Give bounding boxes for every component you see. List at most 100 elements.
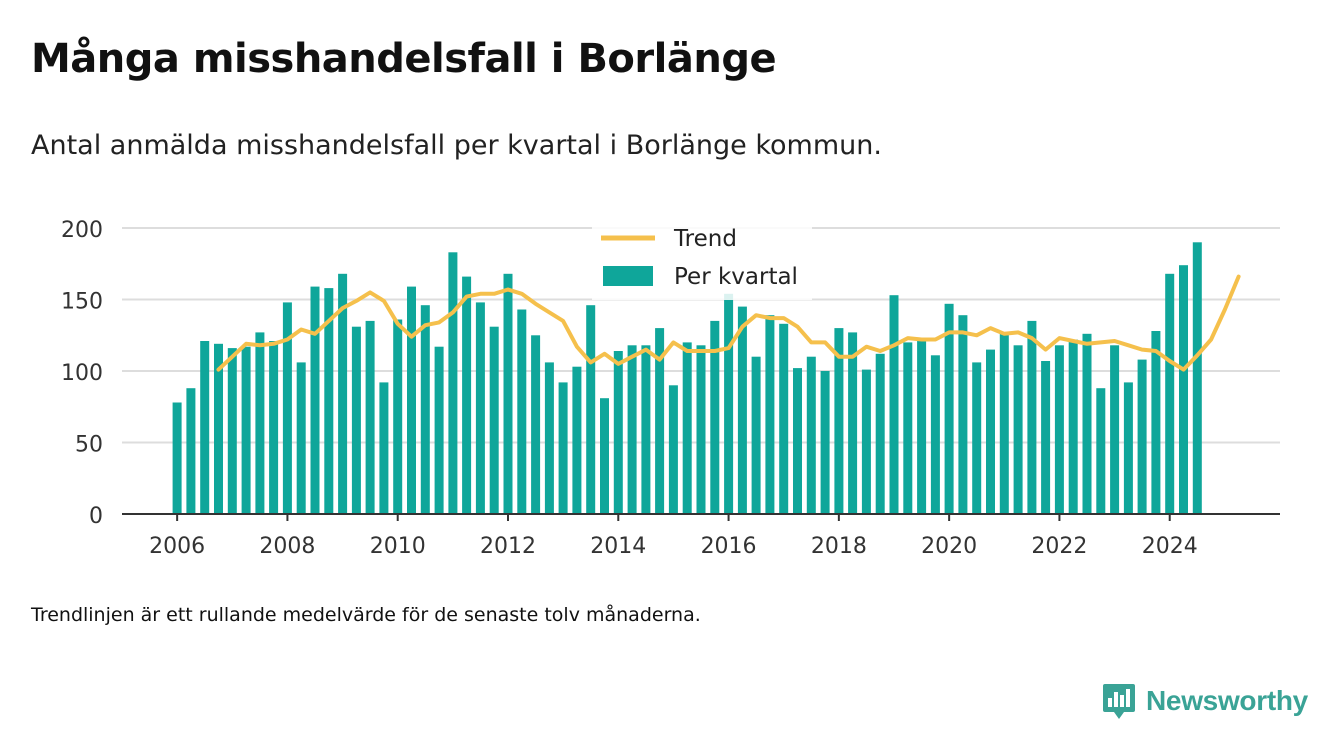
bar xyxy=(1192,242,1202,515)
bar xyxy=(365,320,375,514)
bar xyxy=(407,286,416,514)
bar xyxy=(420,305,430,514)
bar xyxy=(875,353,885,514)
bar xyxy=(1054,345,1064,514)
newsworthy-logo-icon xyxy=(1103,684,1135,719)
x-tick-label-2018: 2018 xyxy=(811,534,867,559)
bar xyxy=(1110,345,1120,514)
bar xyxy=(558,382,568,514)
bar xyxy=(462,276,472,514)
bar xyxy=(848,332,858,514)
bar xyxy=(586,305,596,514)
y-tick-label-150: 150 xyxy=(61,290,103,315)
bar xyxy=(544,362,554,514)
bar xyxy=(282,302,292,514)
bar xyxy=(1165,273,1175,514)
bar xyxy=(889,295,899,514)
bar xyxy=(1123,382,1133,514)
bar xyxy=(682,342,692,514)
bar xyxy=(351,326,361,514)
bar xyxy=(861,369,871,514)
bar xyxy=(1013,345,1023,514)
bar xyxy=(668,385,678,514)
bar xyxy=(737,306,747,514)
y-tick-label-0: 0 xyxy=(89,504,103,529)
bar xyxy=(324,288,334,514)
legend-trend-label: Trend xyxy=(673,226,737,252)
bar xyxy=(255,332,265,514)
bar xyxy=(572,366,582,514)
bar xyxy=(517,309,527,514)
bar xyxy=(627,345,637,514)
bar xyxy=(379,382,389,514)
bar xyxy=(269,341,279,514)
bar xyxy=(917,339,927,514)
bar xyxy=(1151,331,1161,514)
bar xyxy=(172,402,182,514)
bar xyxy=(1096,388,1106,514)
y-tick-label-200: 200 xyxy=(61,218,103,243)
bar xyxy=(806,356,816,514)
bar xyxy=(1068,339,1078,514)
bar xyxy=(448,252,458,515)
axes: 0 50 100 150 200 2006 2008 2010 2012 2014 2016 2018… xyxy=(61,218,1280,559)
bar xyxy=(958,315,968,514)
bar xyxy=(999,333,1009,514)
y-tick-label-100: 100 xyxy=(61,361,103,386)
bar xyxy=(972,362,982,514)
bars xyxy=(172,242,1202,515)
bar xyxy=(613,351,623,514)
bar xyxy=(186,388,196,514)
bar-line-chart: 0 50 100 150 200 2006 2008 2010 2012 2014 2016 2018… xyxy=(61,218,1280,559)
newsworthy-logo[interactable]: Newsworthy xyxy=(1102,682,1308,720)
bar xyxy=(930,355,940,514)
bar xyxy=(1041,361,1051,514)
brand-name: Newsworthy xyxy=(1146,685,1308,716)
bar xyxy=(241,346,251,514)
bar xyxy=(531,335,541,515)
bar xyxy=(296,362,306,514)
bar xyxy=(655,328,665,514)
bar xyxy=(1082,333,1092,514)
legend: Trend Per kvartal xyxy=(592,218,812,300)
x-tick-label-2020: 2020 xyxy=(921,534,977,559)
bar xyxy=(489,326,499,514)
bar xyxy=(1027,320,1037,514)
x-tick-label-2014: 2014 xyxy=(590,534,646,559)
y-tick-label-50: 50 xyxy=(75,433,103,458)
bar xyxy=(903,342,913,514)
bar xyxy=(214,343,223,514)
footnote: Trendlinjen är ett rullande medelvärde f… xyxy=(31,604,701,626)
legend-bar-label: Per kvartal xyxy=(674,264,798,290)
x-tick-label-2024: 2024 xyxy=(1142,534,1198,559)
bar xyxy=(338,273,348,514)
legend-background xyxy=(592,218,812,300)
x-tick-label-2008: 2008 xyxy=(259,534,315,559)
bar xyxy=(434,346,444,514)
bar xyxy=(600,398,609,514)
bar xyxy=(475,302,485,514)
bar xyxy=(227,348,237,514)
bar xyxy=(503,273,513,514)
bar xyxy=(834,328,844,514)
x-tick-label-2022: 2022 xyxy=(1031,534,1087,559)
bar xyxy=(944,303,954,514)
bar xyxy=(1137,359,1147,514)
bar xyxy=(765,315,775,514)
bar xyxy=(724,293,734,514)
bar xyxy=(1179,265,1188,514)
bar xyxy=(310,286,320,514)
bar xyxy=(751,356,761,514)
trend-line xyxy=(216,274,1241,372)
bar xyxy=(779,323,789,514)
chart-title: Många misshandelsfall i Borlänge xyxy=(31,36,777,82)
bar xyxy=(793,368,802,514)
chart-subtitle: Antal anmälda misshandelsfall per kvarta… xyxy=(31,130,882,161)
bar xyxy=(710,320,720,514)
bar xyxy=(820,371,830,514)
bar xyxy=(200,341,210,514)
x-tick-label-2006: 2006 xyxy=(149,534,205,559)
x-tick-label-2010: 2010 xyxy=(370,534,426,559)
x-tick-label-2016: 2016 xyxy=(701,534,757,559)
trend-line-layer xyxy=(216,274,1241,372)
